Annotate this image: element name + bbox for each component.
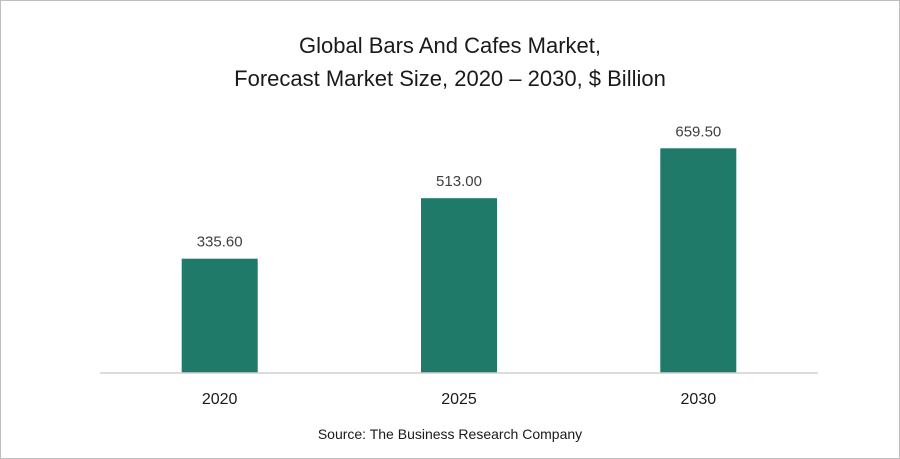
bar-2025 — [421, 198, 497, 373]
bar-2020 — [181, 258, 258, 373]
chart-title-line-1: Global Bars And Cafes Market, — [298, 33, 602, 58]
chart-title-line-2: Forecast Market Size, 2020 – 2030, $ Bil… — [234, 66, 666, 91]
x-tick-label-2030: 2030 — [681, 391, 717, 408]
source-note: Source: The Business Research Company — [317, 426, 583, 442]
value-labels-group: 335.60 513.00 659.50 — [197, 123, 722, 250]
bars-group — [181, 148, 737, 373]
value-label-2025: 513.00 — [436, 173, 482, 190]
bar-2030 — [660, 148, 737, 373]
x-tick-label-2025: 2025 — [441, 391, 477, 408]
x-tick-label-2020: 2020 — [202, 391, 238, 408]
x-tick-labels-group: 2020 2025 2030 — [202, 391, 716, 408]
value-label-2030: 659.50 — [675, 123, 721, 140]
value-label-2020: 335.60 — [197, 234, 243, 251]
